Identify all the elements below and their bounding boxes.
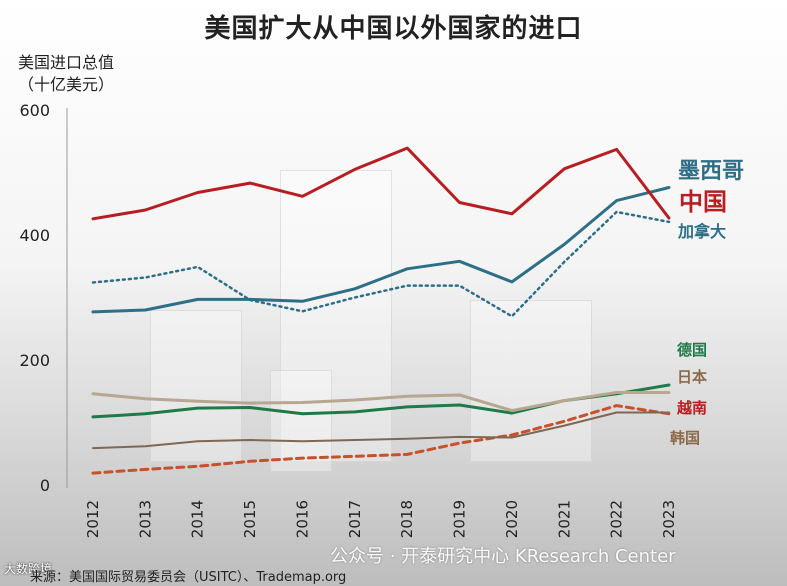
x-tick-2013: 2013 xyxy=(136,500,154,538)
x-tick-2014: 2014 xyxy=(189,500,207,538)
series-label-1: 中国 xyxy=(679,188,727,216)
y-tick-200: 200 xyxy=(19,351,50,370)
series-label-0: 墨西哥 xyxy=(678,159,744,184)
y-axis-label-line2: （十亿美元） xyxy=(18,75,115,94)
series-label-2: 加拿大 xyxy=(677,222,726,241)
series-line-1 xyxy=(91,146,671,221)
x-tick-2016: 2016 xyxy=(293,500,311,538)
x-tick-2012: 2012 xyxy=(84,500,102,538)
series-line-4 xyxy=(91,391,671,413)
x-tick-2022: 2022 xyxy=(608,500,626,538)
x-tick-labels: 2012 2013 2014 2015 2016 2017 2018 2019 2020 2021… xyxy=(84,500,678,538)
series-label-3: 德国 xyxy=(677,341,707,359)
x-tick-2019: 2019 xyxy=(451,500,469,538)
y-tick-0: 0 xyxy=(40,476,50,495)
y-tick-600: 600 xyxy=(19,101,50,120)
y-tick-labels: 0 200 400 600 xyxy=(19,101,50,495)
series-line-2 xyxy=(91,210,671,318)
x-tick-2018: 2018 xyxy=(398,500,416,538)
y-axis-label-line1: 美国进口总值 xyxy=(18,53,115,72)
series-line-6 xyxy=(92,411,670,450)
x-tick-2015: 2015 xyxy=(241,500,259,538)
x-tick-2020: 2020 xyxy=(503,500,521,538)
x-tick-2023: 2023 xyxy=(660,500,678,538)
series-label-5: 越南 xyxy=(676,399,707,417)
series-label-4: 日本 xyxy=(677,368,707,386)
series-line-5 xyxy=(91,404,671,475)
series-line-0 xyxy=(91,186,671,314)
chart-title: 美国扩大从中国以外国家的进口 xyxy=(204,14,583,44)
y-tick-400: 400 xyxy=(19,226,50,245)
series-lines xyxy=(91,146,671,475)
x-tick-2017: 2017 xyxy=(346,500,364,538)
source-note: 来源：美国国际贸易委员会（USITC）、Trademap.org xyxy=(30,570,347,585)
watermark-text: 公众号 · 开泰研究中心 KResearch Center xyxy=(330,546,676,567)
corner-watermark: 大数跨境 xyxy=(4,562,53,576)
background-building-left xyxy=(150,310,242,462)
y-axis-label: 美国进口总值 （十亿美元） xyxy=(18,52,114,96)
x-tick-2021: 2021 xyxy=(555,500,573,538)
background-building-far xyxy=(270,370,332,472)
background-building-right xyxy=(470,300,592,462)
series-label-6: 韩国 xyxy=(670,429,700,447)
